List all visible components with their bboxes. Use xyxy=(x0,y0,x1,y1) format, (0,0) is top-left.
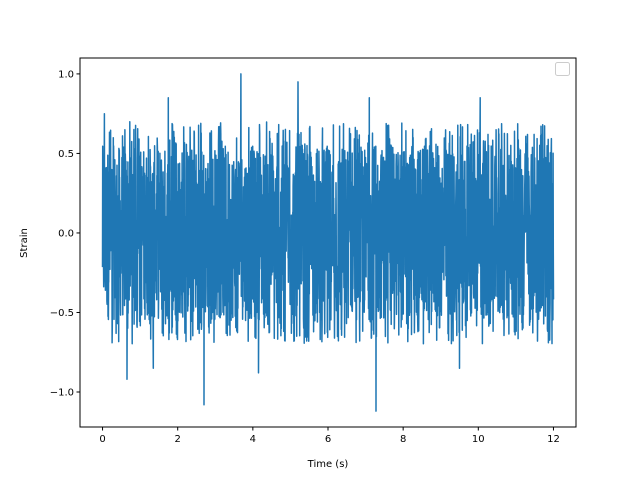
y-tick-label: 0.5 xyxy=(58,149,74,160)
legend xyxy=(555,62,570,76)
y-tick-label: −1.0 xyxy=(50,388,74,399)
y-tick-label: −0.5 xyxy=(50,308,74,319)
series-line xyxy=(101,73,555,412)
x-tick-label: 0 xyxy=(99,434,105,445)
y-tick-label: 0.0 xyxy=(58,228,74,239)
x-axis-label: Time (s) xyxy=(307,459,349,470)
axes-layer: 0 2 4 6 8 10 12 −1.0 −0.5 0.0 0.5 1.0 xyxy=(50,57,577,445)
series-layer xyxy=(101,73,555,412)
x-tick-label: 10 xyxy=(472,434,485,445)
y-tick-label: 1.0 xyxy=(58,69,74,80)
x-tick-label: 4 xyxy=(250,434,256,445)
legend-box xyxy=(555,62,570,76)
x-tick-label: 6 xyxy=(325,434,331,445)
y-axis-label: Strain xyxy=(19,228,30,258)
x-tick-label: 8 xyxy=(400,434,406,445)
x-tick-label: 12 xyxy=(547,434,560,445)
x-tick-label: 2 xyxy=(175,434,181,445)
